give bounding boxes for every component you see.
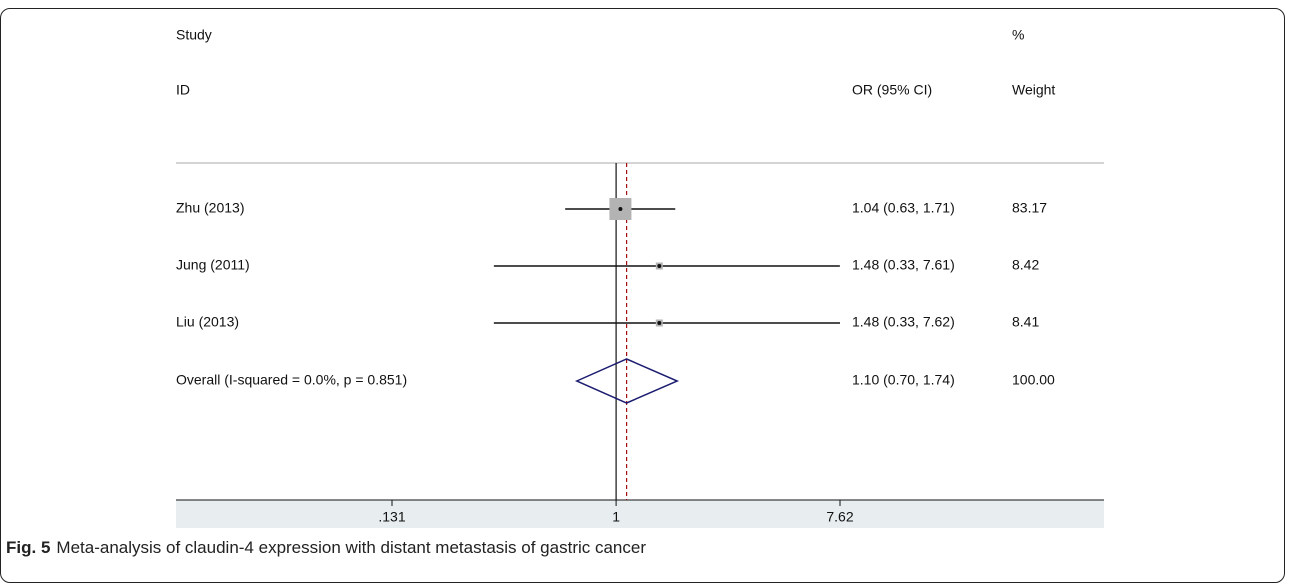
weight-header: %: [1012, 27, 1024, 43]
study-label: Jung (2011): [176, 257, 250, 273]
x-tick-label: 1: [612, 509, 620, 525]
study-label: Liu (2013): [176, 314, 239, 330]
point-estimate: [657, 321, 662, 325]
study-label: Zhu (2013): [176, 200, 244, 216]
point-estimate: [618, 207, 623, 211]
study-label: Overall (I-squared = 0.0%, p = 0.851): [176, 372, 407, 388]
axis-band: [176, 500, 1104, 528]
caption: Fig. 5 Meta-analysis of claudin-4 express…: [6, 538, 646, 558]
id-header: ID: [176, 82, 190, 98]
ci-label: 1.10 (0.70, 1.74): [852, 372, 955, 388]
weight-label: 8.42: [1012, 257, 1039, 273]
weight-label: 83.17: [1012, 200, 1047, 216]
x-tick-label: 7.62: [826, 509, 853, 525]
ci-label: 1.48 (0.33, 7.61): [852, 257, 955, 273]
weight-label: 8.41: [1012, 314, 1039, 330]
point-estimate: [657, 264, 662, 268]
weight-header: Weight: [1012, 82, 1055, 98]
x-tick-label: .131: [378, 509, 405, 525]
weight-label: 100.00: [1012, 372, 1055, 388]
ci-label: 1.04 (0.63, 1.71): [852, 200, 955, 216]
overall-diamond: [574, 358, 680, 404]
caption-label: Fig. 5: [6, 538, 51, 557]
ci-label: 1.48 (0.33, 7.62): [852, 314, 955, 330]
study-header: Study: [176, 27, 212, 43]
chart: Study ID OR (95% CI) % Weight .131 1 7.62 Z…: [176, 27, 1104, 528]
ci-header: OR (95% CI): [852, 82, 932, 98]
caption-text: Meta-analysis of claudin-4 expression wi…: [56, 538, 647, 557]
